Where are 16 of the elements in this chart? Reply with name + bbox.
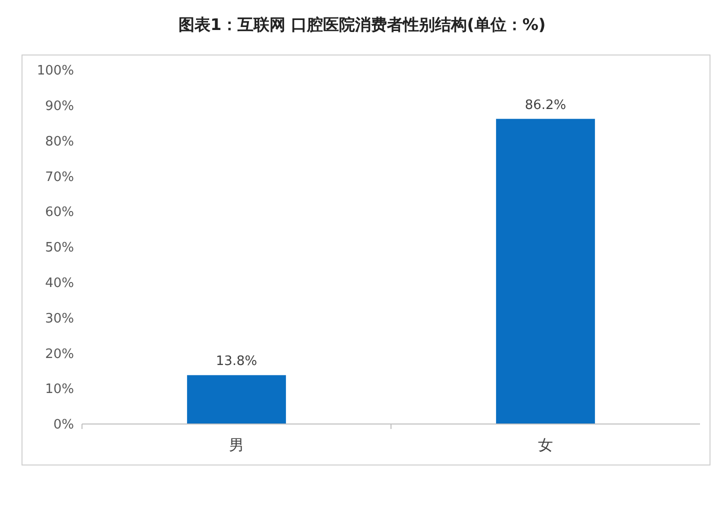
y-tick-label: 50% [45, 240, 74, 256]
data-label: 13.8% [216, 354, 258, 370]
x-tick-label: 男 [229, 436, 244, 454]
data-label: 86.2% [524, 98, 566, 113]
y-tick-label: 80% [45, 134, 74, 150]
y-tick-label: 10% [45, 382, 74, 398]
chart-title: 图表1：互联网 口腔医院消费者性别结构(单位：%) [178, 15, 546, 34]
y-tick-label: 40% [45, 276, 74, 291]
y-tick-label: 30% [45, 311, 74, 326]
x-tick-label: 女 [538, 436, 553, 454]
y-tick-label: 70% [45, 170, 74, 185]
y-tick-label: 0% [53, 418, 74, 433]
y-tick-label: 20% [45, 346, 74, 362]
y-tick-label: 90% [45, 98, 74, 114]
y-tick-label: 100% [36, 64, 74, 79]
y-tick-label: 60% [45, 205, 74, 220]
